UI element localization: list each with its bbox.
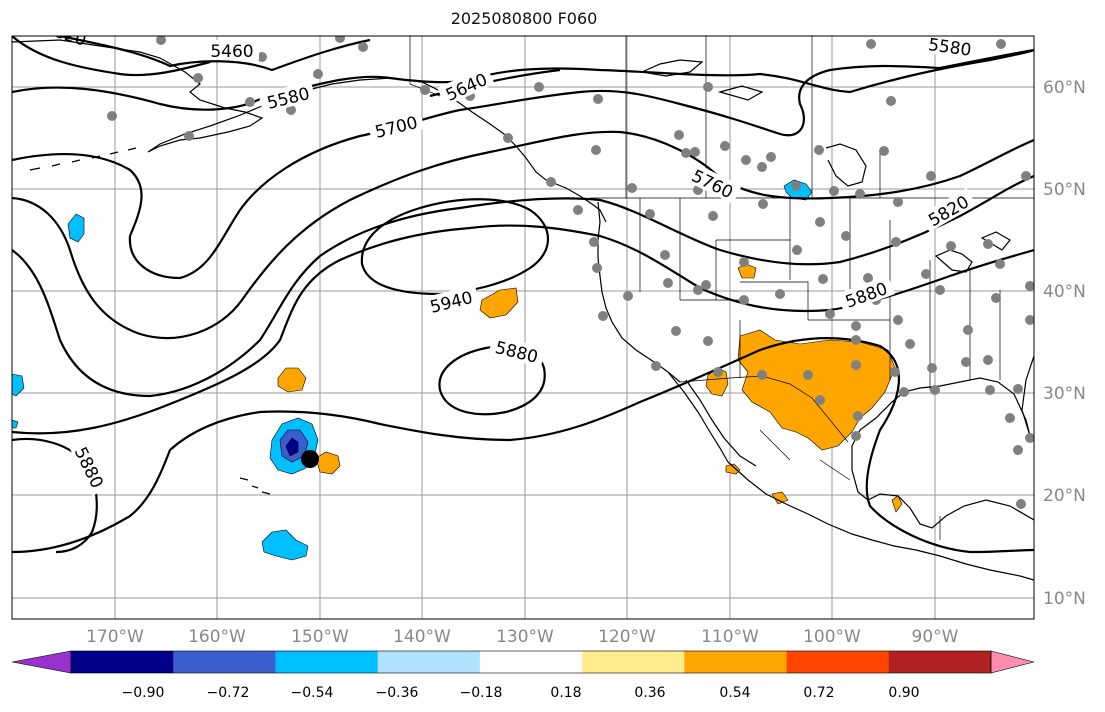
positive-anomaly-yucatan: [891, 495, 903, 513]
positive-anomaly-baja: [725, 463, 741, 475]
contour-5820: [12, 174, 1034, 398]
mexico-coast: [727, 461, 1034, 581]
colorbar-tick-label: 0.18: [550, 685, 581, 701]
gulf-coast: [851, 377, 1034, 529]
atlantic-coast: [1021, 355, 1034, 437]
arctic-islands: [639, 59, 764, 101]
colorbar-extend-max: [990, 650, 1035, 674]
positive-anomaly-gulf-mexico: [771, 491, 789, 505]
positive-anomaly-offshore: [479, 287, 519, 319]
baja-peninsula: [667, 371, 757, 467]
colorbar-tick-label: −0.18: [460, 685, 503, 701]
hudson-bay: [825, 143, 867, 187]
lon-label-120w: 120°W: [598, 627, 656, 647]
lon-label-130w: 130°W: [496, 627, 554, 647]
colorbar-tick-label: −0.90: [122, 685, 165, 701]
colorbar-tick-label: 0.72: [803, 685, 834, 701]
colorbar-tick-label: 0.54: [719, 685, 750, 701]
longitude-labels: 170°W 160°W 150°W 140°W 130°W 120°W 110°…: [86, 627, 959, 647]
colorbar-segment: [377, 651, 481, 673]
colorbar-segment: [888, 651, 992, 673]
colorbar-segment: [786, 651, 890, 673]
contour-labels: 5460 5580 5640 5700 5760 5820: [41, 36, 979, 496]
alaska-canada-border: [409, 36, 441, 97]
negative-anomaly-south-hawaii: [261, 529, 309, 561]
lat-label-40n: 40°N: [1043, 282, 1086, 302]
colorbar: −0.90 −0.72 −0.54 −0.36 −0.18 0.18 0.36 …: [11, 650, 1035, 701]
lat-label-20n: 20°N: [1043, 486, 1086, 506]
colorbar-segment: [479, 651, 583, 673]
negative-anomaly-west-edge-small: [12, 419, 19, 429]
height-contours: [12, 36, 1034, 554]
us-states: [639, 198, 1001, 390]
colorbar-segment: [275, 651, 379, 673]
negative-anomaly-midpacific: [67, 213, 85, 243]
lon-label-100w: 100°W: [803, 627, 861, 647]
hawaii-islands: [239, 477, 271, 495]
colorbar-tick-label: 0.36: [634, 685, 665, 701]
storm-center-marker: [301, 450, 319, 468]
map-title: 2025080800 F060: [450, 9, 598, 28]
lon-label-90w: 90°W: [912, 627, 959, 647]
contour-5700: [12, 48, 1034, 280]
canada-provinces: [625, 36, 881, 198]
contour-5940: [360, 198, 550, 296]
mexico-states: [759, 429, 941, 540]
lon-label-110w: 110°W: [701, 627, 759, 647]
colorbar-segment: [71, 651, 174, 673]
positive-anomaly-hawaii-north: [277, 367, 307, 393]
lon-label-150w: 150°W: [291, 627, 349, 647]
negative-anomaly-west-edge: [12, 373, 25, 397]
colorbar-tick-label: 0.90: [888, 685, 919, 701]
lat-label-30n: 30°N: [1043, 384, 1086, 404]
lat-label-50n: 50°N: [1043, 180, 1086, 200]
contour-label-5460: 5460: [210, 42, 253, 62]
map-frame: [11, 35, 1035, 620]
positive-anomaly-storm-east: [315, 451, 341, 475]
latitude-labels: 60°N 50°N 40°N 30°N 20°N 10°N: [1043, 78, 1086, 609]
colorbar-frame: [70, 650, 992, 674]
core-negative-anomaly-storm: [285, 437, 299, 457]
colorbar-segments: [11, 650, 1035, 674]
contour-5580: [12, 48, 1034, 111]
contour-5880-closed: [438, 345, 546, 416]
map-panel: 5460 5580 5640 5700 5760 5820: [12, 36, 1034, 619]
lon-label-160w: 160°W: [188, 627, 246, 647]
colorbar-tick-labels: −0.90 −0.72 −0.54 −0.36 −0.18 0.18 0.36 …: [122, 685, 920, 701]
lon-label-170w: 170°W: [86, 627, 144, 647]
colorbar-segment: [173, 651, 276, 673]
colorbar-tick-label: −0.72: [207, 685, 250, 701]
lon-label-140w: 140°W: [393, 627, 451, 647]
us-mexico-border: [679, 375, 849, 443]
colorbar-segment: [582, 651, 685, 673]
colorbar-segment: [684, 651, 788, 673]
colorbar-tick-label: −0.36: [376, 685, 419, 701]
colorbar-extend-min: [11, 650, 72, 674]
contour-5460: [59, 36, 371, 72]
lat-label-10n: 10°N: [1043, 589, 1086, 609]
colorbar-tick-label: −0.54: [291, 685, 334, 701]
lat-label-60n: 60°N: [1043, 78, 1086, 98]
